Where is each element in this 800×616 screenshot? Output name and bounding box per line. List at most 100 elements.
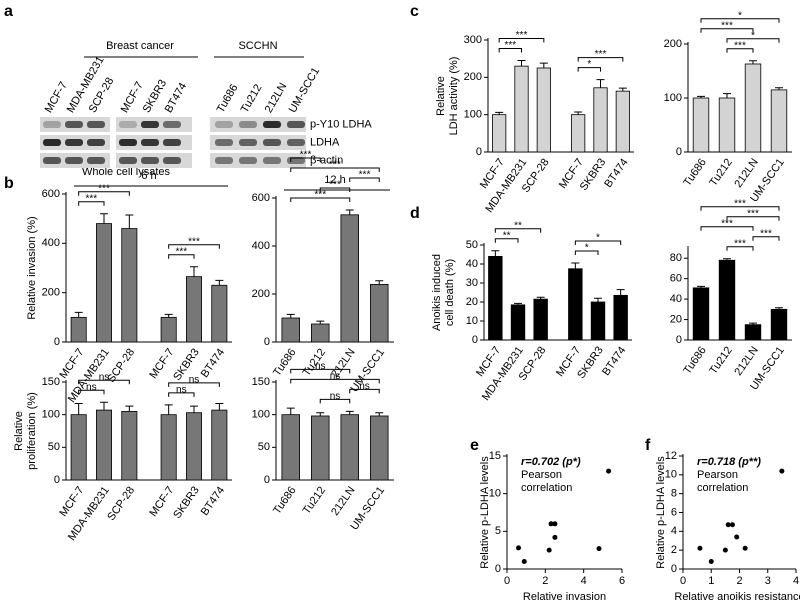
significance-bracket bbox=[700, 226, 754, 231]
significance-label: *** bbox=[504, 40, 516, 51]
y-tick-label: 50 bbox=[48, 441, 60, 453]
y-axis-label: Anoikis induced bbox=[431, 254, 443, 331]
blot-band bbox=[163, 139, 181, 146]
blot-band bbox=[119, 157, 137, 164]
significance-label: *** bbox=[721, 218, 733, 229]
y-tick-label: 100 bbox=[464, 109, 482, 121]
blot-band bbox=[287, 157, 305, 164]
bar bbox=[533, 298, 548, 341]
blot-strip bbox=[210, 117, 306, 132]
bar bbox=[615, 90, 630, 153]
error-bar bbox=[491, 250, 500, 257]
x-tick-label: SKBR3 bbox=[171, 485, 202, 521]
x-tick-label: 3 bbox=[765, 575, 771, 587]
significance-bracket bbox=[290, 368, 351, 374]
x-tick-label: Tu212 bbox=[301, 485, 328, 517]
significance-label: * bbox=[751, 30, 755, 41]
point bbox=[697, 545, 703, 551]
significance-label: *** bbox=[760, 228, 772, 239]
bar bbox=[692, 287, 710, 341]
bar bbox=[96, 223, 113, 343]
y-tick-label: 50 bbox=[466, 239, 478, 251]
significance-label: * bbox=[587, 59, 591, 70]
significance-bracket bbox=[498, 38, 545, 43]
significance-bracket bbox=[78, 389, 105, 395]
bar bbox=[211, 409, 228, 481]
error-bar bbox=[517, 60, 526, 67]
blot-band bbox=[215, 139, 233, 146]
error-bar bbox=[100, 401, 108, 411]
x-tick-label: 4 bbox=[793, 575, 799, 587]
blot-band bbox=[43, 121, 61, 128]
error-bar bbox=[574, 111, 583, 115]
significance-bracket bbox=[498, 48, 522, 53]
significance-label: * bbox=[596, 233, 600, 244]
error-bar bbox=[514, 302, 522, 305]
error-bar bbox=[539, 62, 548, 68]
significance-bracket bbox=[349, 177, 380, 182]
significance-bracket bbox=[78, 201, 105, 206]
error-bar bbox=[723, 93, 731, 98]
error-bar bbox=[749, 60, 757, 64]
blot-band bbox=[141, 157, 159, 164]
y-axis-label: Relative p-LDHA levels bbox=[655, 456, 667, 569]
annotation: Pearson bbox=[697, 469, 738, 481]
x-tick-label: BT474 bbox=[199, 485, 227, 518]
annotation: r=0.702 (p*) bbox=[521, 456, 581, 468]
panel-letter: f bbox=[645, 437, 651, 454]
blot-lane-label: UM-SCC1 bbox=[287, 66, 322, 115]
y-tick-label: 200 bbox=[664, 38, 682, 50]
blot-band bbox=[163, 121, 181, 128]
significance-label: ns bbox=[315, 361, 326, 372]
x-tick-label: 4 bbox=[581, 575, 587, 587]
bar bbox=[571, 114, 586, 153]
y-axis-label: Relative bbox=[13, 411, 25, 451]
error-bar bbox=[618, 87, 627, 92]
point bbox=[548, 521, 554, 527]
x-tick-label: Tu686 bbox=[271, 347, 298, 379]
bar bbox=[488, 255, 503, 341]
blot-band bbox=[263, 139, 281, 146]
blot-band bbox=[239, 157, 257, 164]
x-tick-label: Tu686 bbox=[681, 345, 708, 377]
blot-row-label: p-Y10 LDHA bbox=[310, 118, 372, 130]
blot-strip bbox=[210, 153, 306, 168]
significance-label: *** bbox=[595, 49, 607, 60]
y-tick-label: 6 bbox=[671, 506, 677, 518]
group-heading: 6 h bbox=[141, 170, 156, 182]
significance-label: *** bbox=[85, 193, 97, 204]
x-tick-label: BT474 bbox=[602, 157, 630, 190]
blot-band bbox=[87, 157, 105, 164]
blot-band bbox=[43, 157, 61, 164]
blot-row-label: LDHA bbox=[310, 136, 340, 148]
y-tick-label: 200 bbox=[464, 71, 482, 83]
significance-label: ns bbox=[86, 382, 97, 393]
bar bbox=[770, 89, 788, 153]
panel-letter: a bbox=[4, 3, 13, 20]
point bbox=[725, 522, 731, 528]
blot-lane-label: 212LN bbox=[263, 81, 290, 115]
error-bar bbox=[345, 209, 354, 215]
y-tick-label: 150 bbox=[252, 376, 270, 388]
panel-letter: c bbox=[410, 3, 419, 20]
significance-label: *** bbox=[329, 180, 341, 191]
error-bar bbox=[596, 79, 605, 88]
y-tick-label: 200 bbox=[252, 288, 270, 300]
y-tick-label: 20 bbox=[466, 296, 478, 308]
annotation: correlation bbox=[697, 482, 748, 494]
significance-label: * bbox=[738, 10, 742, 21]
y-tick-label: 8 bbox=[671, 488, 677, 500]
y-tick-label: 0 bbox=[54, 474, 60, 486]
y-tick-label: 0 bbox=[54, 336, 60, 348]
y-tick-label: 2 bbox=[671, 544, 677, 556]
y-tick-label: 0 bbox=[676, 146, 682, 158]
blot-group: SCCHN bbox=[238, 40, 277, 52]
error-bar bbox=[749, 322, 757, 325]
point bbox=[521, 558, 527, 564]
blot-band bbox=[287, 139, 305, 146]
significance-label: *** bbox=[516, 30, 528, 41]
y-tick-label: 50 bbox=[258, 441, 270, 453]
point bbox=[729, 522, 735, 528]
significance-bracket bbox=[494, 238, 519, 243]
y-tick-label: 0 bbox=[495, 563, 501, 575]
